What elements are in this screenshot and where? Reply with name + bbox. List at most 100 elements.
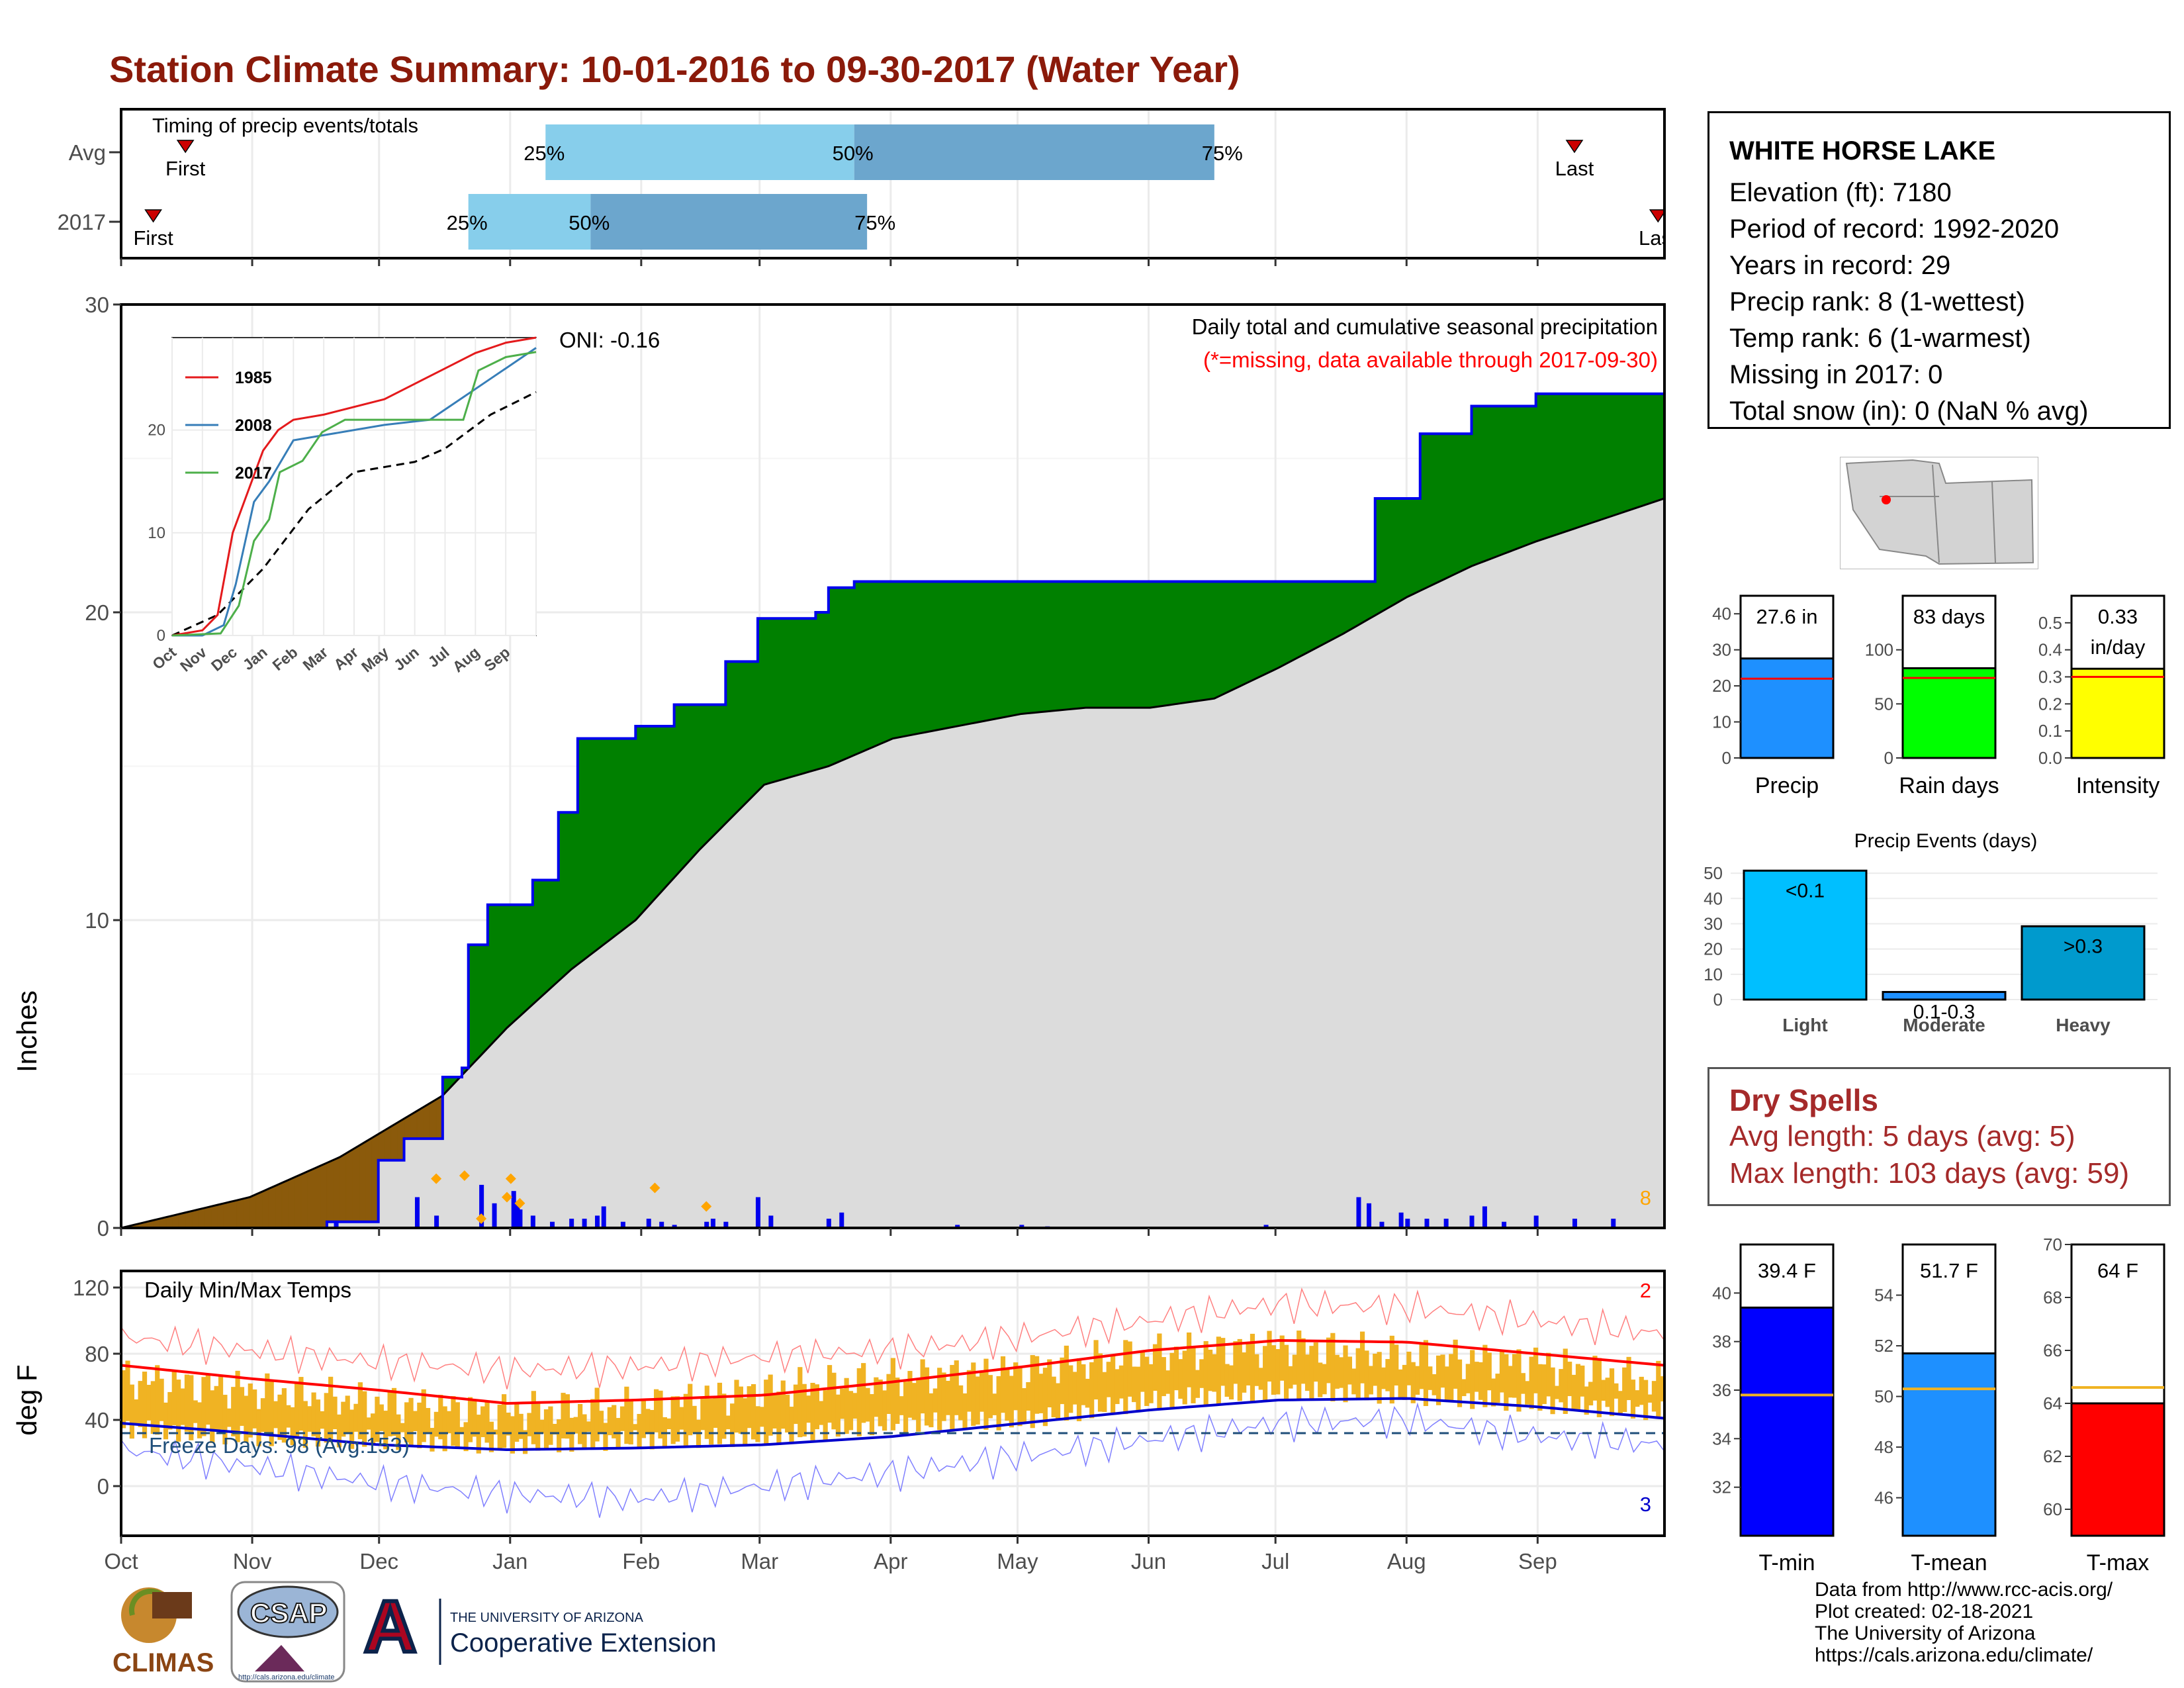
daily-temp-bar	[1491, 1378, 1496, 1407]
daily-temp-bar	[1444, 1366, 1449, 1402]
ua-small-text: THE UNIVERSITY OF ARIZONA	[450, 1611, 644, 1625]
surplus-area	[1336, 581, 1343, 638]
timing-label: 75%	[1202, 142, 1243, 165]
daily-temp-bar	[958, 1385, 964, 1421]
daily-temp-bar	[674, 1396, 680, 1442]
daily-temp-bar	[430, 1428, 435, 1452]
daily-precip-bar	[518, 1209, 523, 1228]
daily-temp-bar	[856, 1368, 862, 1436]
daily-temp-bar	[1588, 1382, 1594, 1406]
daily-temp-bar	[945, 1380, 951, 1415]
average-cumulative-line	[120, 497, 1665, 1229]
daily-temp-bar	[535, 1403, 541, 1451]
surplus-area	[1040, 581, 1048, 713]
inset-series-line	[172, 347, 537, 637]
daily-temp-bar	[1267, 1331, 1272, 1382]
daily-temp-bar	[1161, 1357, 1166, 1397]
daily-temp-bar	[269, 1381, 274, 1446]
daily-temp-bar	[1026, 1382, 1031, 1411]
temp-bar-name: T-max	[2087, 1550, 2149, 1575]
daily-temp-bar	[379, 1404, 384, 1431]
daily-temp-bar	[433, 1411, 439, 1437]
daily-temp-bar	[502, 1394, 507, 1448]
surplus-area	[596, 738, 604, 951]
daily-temp-bar	[835, 1394, 841, 1437]
temp-bar	[2070, 1402, 2165, 1537]
climas-logo: CLIMAS	[113, 1587, 214, 1677]
daily-temp-bar	[1228, 1365, 1234, 1400]
daily-precip-bar	[515, 1203, 520, 1228]
daily-temp-bar	[1402, 1364, 1408, 1400]
events-y-tick: 10	[1704, 964, 1723, 984]
daily-temp-bar	[933, 1388, 938, 1413]
surplus-area	[1323, 581, 1331, 645]
daily-temp-bar	[171, 1371, 177, 1426]
surplus-area	[1349, 581, 1357, 631]
surplus-area	[1162, 581, 1170, 706]
daily-precip-bar	[414, 1197, 420, 1228]
daily-temp-bar	[1085, 1378, 1090, 1408]
daily-temp-bar	[1072, 1372, 1077, 1405]
daily-temp-bar	[210, 1390, 215, 1443]
temp-bar-tick: 38	[1712, 1332, 1731, 1352]
surplus-area	[1207, 581, 1215, 700]
daily-temp-bar	[950, 1365, 955, 1432]
csap-url: http://cals.arizona.edu/climate	[238, 1673, 335, 1681]
daily-temp-bar	[426, 1407, 431, 1434]
last-label: Last	[1555, 157, 1594, 180]
daily-temp-bar	[1068, 1365, 1073, 1413]
daily-temp-bar	[890, 1358, 895, 1430]
surplus-area	[1143, 581, 1151, 708]
daily-precip-bar	[601, 1206, 606, 1228]
daily-precip-bar	[1502, 1221, 1507, 1228]
daily-temp-bar	[603, 1423, 608, 1451]
daily-temp-bar	[730, 1403, 735, 1447]
y-tick-label: 120	[73, 1276, 109, 1300]
surplus-area	[584, 738, 591, 961]
daily-temp-bar	[772, 1393, 778, 1429]
surplus-area	[1175, 581, 1183, 705]
surplus-area	[700, 704, 707, 851]
x-tick-label: Aug	[1387, 1549, 1426, 1573]
precip-ylabel: Inches	[11, 990, 42, 1072]
daily-temp-bar	[463, 1422, 469, 1452]
y-tick-label: 40	[85, 1408, 109, 1432]
surplus-area	[970, 581, 977, 724]
daily-temp-bar	[1297, 1331, 1302, 1401]
daily-temp-bar	[987, 1375, 993, 1419]
deficit-area	[255, 1191, 263, 1229]
surplus-area	[1330, 581, 1337, 641]
daily-temp-bar	[785, 1394, 790, 1433]
temp-bar-tick: 46	[1874, 1488, 1893, 1508]
surplus-area	[1105, 581, 1112, 708]
surplus-area	[603, 738, 610, 946]
daily-temp-bar	[129, 1384, 134, 1439]
record-marker	[431, 1173, 442, 1184]
mini-bar-value: in/day	[2091, 635, 2146, 659]
events-y-tick: 30	[1704, 914, 1723, 933]
credit-line: https://cals.arizona.edu/climate/	[1815, 1644, 2093, 1666]
daily-temp-bar	[594, 1387, 600, 1442]
daily-temp-bar	[1377, 1352, 1382, 1404]
surplus-area	[841, 587, 848, 761]
daily-temp-bar	[1601, 1380, 1606, 1401]
inset-x-tick: Dec	[208, 643, 240, 675]
daily-temp-bar	[911, 1383, 917, 1420]
daily-temp-bar	[1152, 1344, 1158, 1391]
daily-temp-bar	[1220, 1338, 1226, 1386]
deficit-area	[204, 1205, 212, 1229]
daily-temp-bar	[442, 1406, 447, 1452]
daily-temp-bar	[916, 1379, 921, 1432]
mini-bar-name: Precip	[1755, 773, 1819, 798]
daily-temp-bar	[1279, 1335, 1285, 1381]
record-marker	[476, 1213, 487, 1225]
daily-temp-bar	[1457, 1359, 1463, 1407]
surplus-area	[1619, 393, 1627, 514]
daily-temp-bar	[400, 1423, 405, 1432]
surplus-area	[506, 904, 514, 1029]
surplus-area	[956, 581, 964, 727]
temp-ylabel: deg F	[11, 1364, 42, 1435]
daily-temp-bar	[1089, 1362, 1095, 1419]
daily-temp-bar	[1584, 1386, 1589, 1415]
deficit-area	[429, 1098, 437, 1139]
